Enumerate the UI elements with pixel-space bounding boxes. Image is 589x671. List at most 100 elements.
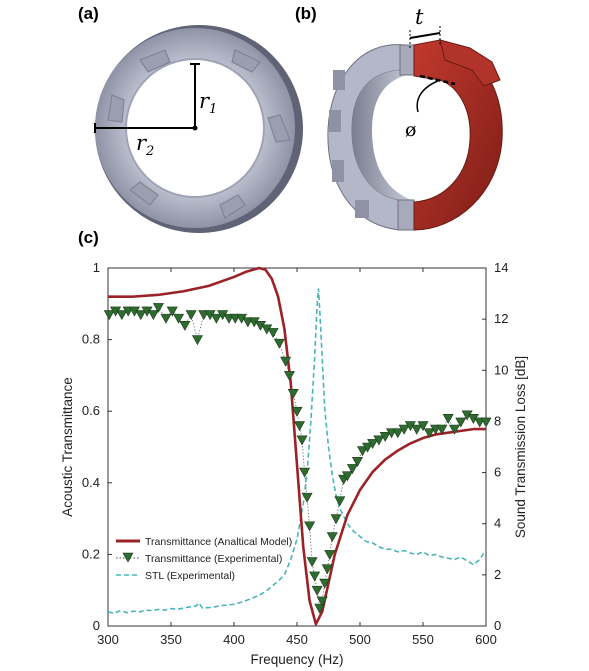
cut-ring-inner-wall: [352, 70, 412, 200]
experimental-marker: [423, 428, 435, 439]
y-ticks-right: 0 2 4 6 8 10 12 14: [482, 260, 508, 633]
y-axis-label-right: Sound Transmission Loss [dB]: [513, 356, 528, 538]
experimental-marker: [330, 514, 342, 525]
ring-center-dot: [192, 125, 198, 131]
legend-label-model: Transmittance (Analtical Model): [145, 536, 292, 548]
r2-label: r2: [136, 131, 154, 159]
y-tick-label: 0.6: [82, 403, 100, 418]
experimental-marker: [309, 571, 321, 582]
experimental-marker: [191, 335, 203, 346]
x-tick-label: 450: [286, 632, 308, 647]
y-right-tick-label: 12: [494, 311, 508, 326]
experimental-marker: [346, 464, 358, 475]
experimental-marker: [296, 435, 308, 446]
experimental-marker: [362, 442, 374, 453]
y-tick-label: 0: [93, 618, 100, 633]
experimental-marker: [304, 521, 316, 532]
y-right-tick-label: 8: [494, 413, 501, 428]
x-tick-label: 300: [97, 632, 119, 647]
experimental-marker: [160, 313, 172, 324]
y-tick-label: 0.4: [82, 475, 100, 490]
legend-marker-experimental: [122, 552, 134, 563]
cut-face-top: [399, 44, 415, 76]
experimental-marker: [334, 496, 346, 507]
experimental-marker: [280, 356, 292, 367]
r1-label: r1: [199, 89, 217, 117]
experimental-marker: [373, 435, 385, 446]
cut-face-bottom: [397, 199, 415, 231]
y-ticks-left: 0 0.2 0.4 0.6 0.8 1: [82, 260, 112, 633]
experimental-marker: [294, 421, 306, 432]
phi-label: ø: [405, 119, 416, 141]
experimental-marker: [319, 578, 331, 589]
plot-area: [107, 267, 487, 627]
y-right-tick-label: 10: [494, 362, 508, 377]
experimental-marker: [311, 585, 323, 596]
cut-ring-cavities: [329, 70, 369, 218]
experimental-marker: [398, 424, 410, 435]
panel-c-chart: 300 350 400 450 500 550 6 0 0 0 0.2 0.4 0.6 0.8 1 0 2 4…: [60, 260, 528, 667]
phi-leader: [416, 79, 441, 113]
panel-label-b: (b): [295, 4, 317, 23]
y-tick-label: 1: [93, 260, 100, 275]
experimental-marker: [291, 406, 303, 417]
experimental-marker: [299, 467, 311, 478]
x-tick-label: 550: [412, 632, 434, 647]
experimental-marker: [326, 532, 338, 543]
experimental-marker: [351, 457, 363, 467]
t-dim-line: [409, 32, 441, 39]
y-right-tick-label: 6: [494, 465, 501, 480]
x-axis-label: Frequency (Hz): [250, 652, 343, 667]
legend-label-stl: STL (Experimental): [145, 570, 235, 582]
experimental-marker: [103, 310, 115, 321]
experimental-marker: [283, 371, 295, 382]
experimental-marker: [273, 338, 285, 349]
experimental-marker: [135, 310, 147, 321]
experimental-marker: [411, 424, 423, 435]
y-right-tick-label: 0: [494, 618, 501, 633]
y-axis-label-left: Acoustic Transmittance: [60, 377, 75, 517]
experimental-marker: [306, 557, 318, 568]
experimental-marker: [116, 310, 128, 321]
experimental-marker: [436, 424, 448, 435]
experimental-marker: [166, 306, 178, 317]
experimental-marker: [357, 446, 369, 457]
y-right-tick-label: 14: [494, 260, 508, 275]
experimental-marker: [480, 417, 492, 428]
experimental-marker: [185, 310, 197, 321]
experimental-marker: [324, 550, 336, 561]
panel-b-cut-ring-illustration: t ø: [327, 5, 503, 231]
experimental-marker: [152, 303, 164, 313]
x-tick-label: 500: [349, 632, 371, 647]
experimental-marker: [417, 421, 429, 432]
x-ticks: 300 350 400 450 500 550 600: [97, 268, 497, 647]
experimental-marker: [147, 310, 159, 321]
experimental-marker: [392, 428, 404, 439]
series-layer: [103, 266, 492, 626]
y-tick-label: 0.2: [82, 546, 100, 561]
experimental-marker: [287, 389, 299, 399]
y-right-tick-label: 2: [494, 567, 501, 582]
y-right-tick-label: 4: [494, 516, 501, 531]
series-line-model: [108, 266, 486, 626]
experimental-marker: [210, 313, 222, 324]
legend-label-experimental: Transmittance (Experimental): [145, 553, 282, 565]
legend: Transmittance (Analtical Model) Transmit…: [116, 536, 292, 582]
red-ring-segment: [413, 39, 503, 231]
red-arrow-flap: [439, 39, 501, 87]
experimental-marker: [267, 328, 279, 339]
y-tick-label: 0.8: [82, 332, 100, 347]
experimental-marker: [442, 414, 454, 424]
x-tick-label: 350: [160, 632, 182, 647]
experimental-marker: [301, 492, 313, 503]
experimental-marker: [455, 417, 467, 428]
ring-cavities: [107, 49, 291, 219]
experimental-marker: [179, 320, 191, 331]
x-tick-label: 400: [223, 632, 245, 647]
t-label: t: [415, 5, 424, 29]
experimental-marker: [316, 596, 328, 607]
panel-label-a: (a): [78, 4, 99, 23]
experimental-marker: [341, 471, 353, 482]
experimental-marker: [367, 439, 379, 450]
